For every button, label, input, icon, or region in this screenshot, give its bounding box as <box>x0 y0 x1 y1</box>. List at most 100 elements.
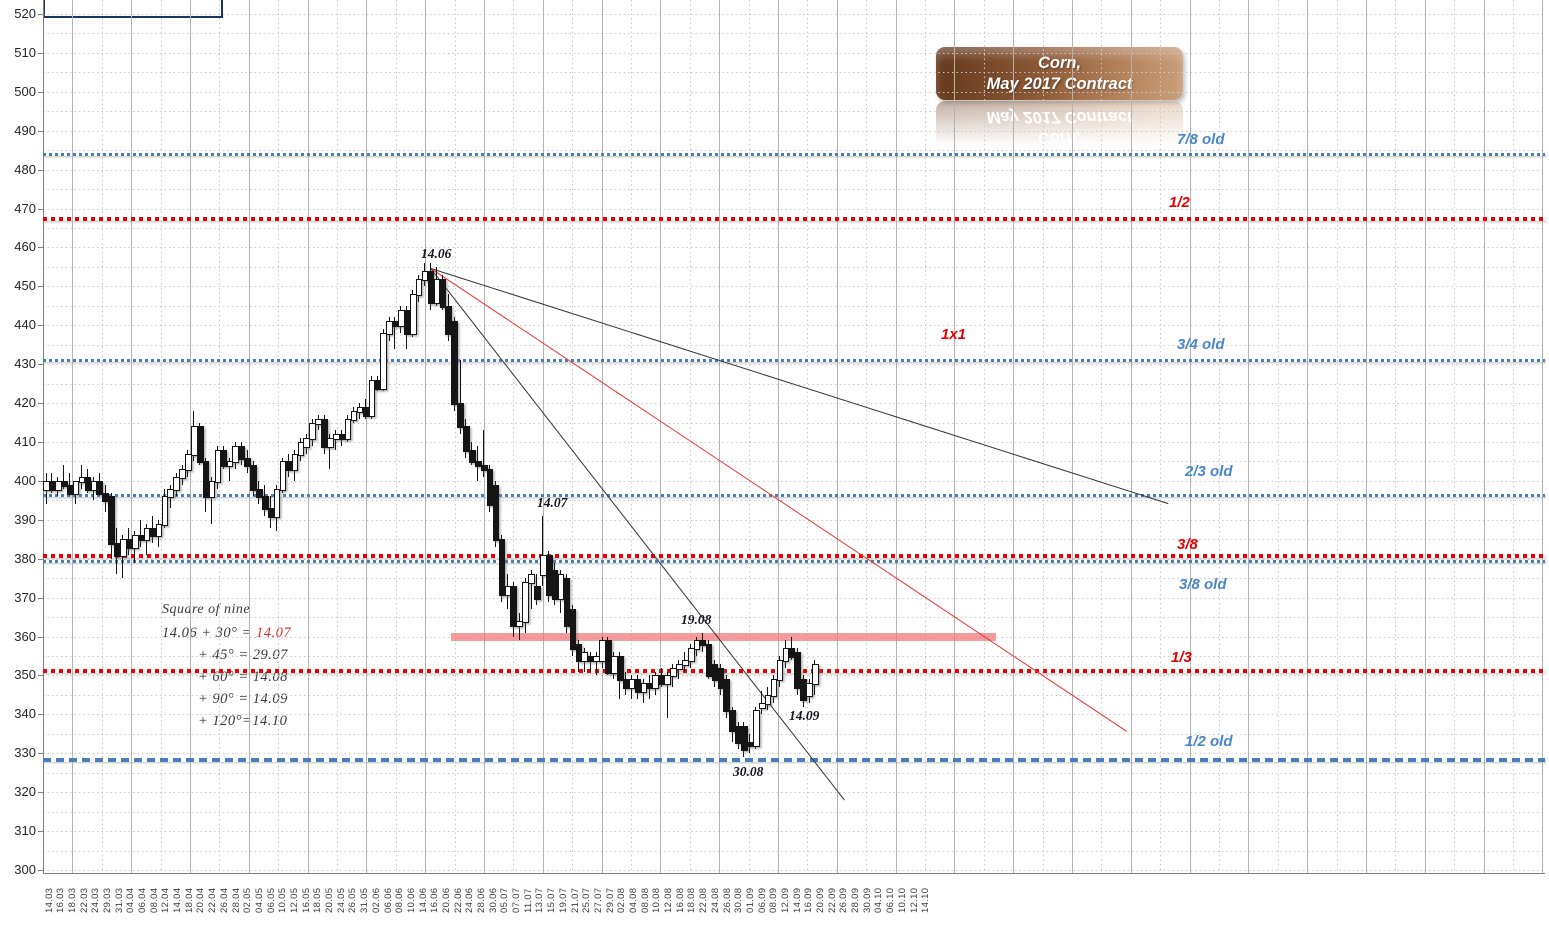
grid-line-vertical <box>1454 0 1456 873</box>
x-tick-label: 16.09 <box>803 887 815 913</box>
candlestick <box>676 663 683 670</box>
y-tick-mark <box>38 753 43 755</box>
chart-title-line2: May 2017 Contract <box>986 74 1133 93</box>
candlestick <box>108 496 115 546</box>
grid-line-horizontal <box>43 597 1545 599</box>
candlestick <box>451 321 458 406</box>
grid-line-vertical <box>778 0 779 873</box>
grid-line-vertical <box>1336 0 1338 873</box>
candlestick <box>309 422 316 441</box>
square-of-nine-row: + 90° = 14.09 <box>162 688 291 710</box>
y-tick-label: 450 <box>14 278 36 294</box>
candlestick <box>220 449 228 468</box>
grid-line-vertical <box>1483 0 1485 873</box>
grid-line-vertical <box>72 0 74 873</box>
grid-line-horizontal <box>43 811 1545 813</box>
candle-wick <box>140 519 142 548</box>
x-tick-label: 10.10 <box>896 887 908 913</box>
grid-line-horizontal <box>43 111 1545 113</box>
highlight-bar <box>451 632 996 641</box>
candlestick <box>474 461 482 468</box>
x-tick-label: 28.04 <box>230 887 242 913</box>
x-tick-label: 10.06 <box>405 887 417 913</box>
grid-line-horizontal <box>43 461 1545 463</box>
candlestick <box>167 488 174 499</box>
x-tick-label: 26.04 <box>218 887 230 913</box>
candle-wick <box>483 430 485 477</box>
y-tick-mark <box>38 480 43 482</box>
x-tick-label: 27.07 <box>592 887 604 913</box>
grid-line-vertical <box>836 0 838 873</box>
candlestick <box>380 333 387 390</box>
candlestick <box>297 441 305 456</box>
grid-line-vertical <box>1542 0 1544 873</box>
grid-line-vertical <box>895 0 897 873</box>
y-tick-mark <box>38 52 43 54</box>
x-tick-label: 16.03 <box>55 887 67 913</box>
y-tick-label: 480 <box>14 161 36 177</box>
x-tick-label: 13.07 <box>534 887 546 913</box>
x-tick-label: 05.07 <box>499 887 511 913</box>
grid-line-vertical <box>131 0 133 873</box>
grid-line-horizontal <box>43 286 1545 288</box>
candlestick <box>445 305 452 336</box>
candlestick <box>705 644 713 678</box>
grid-line-vertical <box>190 0 191 873</box>
y-tick-mark <box>38 14 43 15</box>
grid-line-vertical <box>1277 0 1279 873</box>
x-tick-label: 29.03 <box>101 887 113 913</box>
grid-line-horizontal <box>43 480 1545 482</box>
y-tick-label: 310 <box>14 823 36 839</box>
x-tick-label: 08.09 <box>768 887 780 913</box>
grid-line-horizontal <box>43 558 1545 560</box>
candlestick <box>244 457 251 468</box>
grid-line-vertical <box>1366 0 1367 873</box>
chart-title-reflection: Corn, May 2017 Contract <box>936 101 1183 154</box>
grid-line-horizontal <box>43 208 1545 210</box>
candlestick <box>687 648 695 662</box>
grid-line-horizontal <box>43 441 1545 443</box>
x-tick-label: 25.07 <box>581 887 593 913</box>
candlestick <box>741 726 748 752</box>
level-line-7-8-old <box>43 153 1545 157</box>
level-line-2-3-old <box>43 493 1545 497</box>
grid-line-vertical <box>1072 0 1073 873</box>
square-of-nine-highlight: 14.07 <box>256 625 292 641</box>
candle-wick <box>542 515 544 586</box>
grid-line-vertical <box>572 0 574 873</box>
candlestick <box>770 679 778 697</box>
candlestick <box>368 379 376 417</box>
x-tick-label: 02.05 <box>242 887 254 913</box>
x-tick-label: 26.08 <box>721 887 733 913</box>
x-tick-label: 30.06 <box>487 887 499 913</box>
y-tick-label: 410 <box>14 433 36 449</box>
grid-line-horizontal <box>43 519 1545 521</box>
x-tick-label: 20.04 <box>195 887 207 913</box>
grid-line-vertical <box>484 0 485 873</box>
grid-line-vertical <box>1042 0 1044 873</box>
grid-line-vertical <box>689 0 691 873</box>
candlestick <box>291 453 299 472</box>
grid-line-horizontal <box>43 169 1545 171</box>
grid-line-horizontal <box>43 130 1545 132</box>
x-tick-label: 02.08 <box>616 887 628 913</box>
x-tick-label: 04.10 <box>873 887 885 913</box>
candlestick <box>812 663 819 686</box>
candlestick <box>806 683 813 697</box>
y-tick-mark <box>38 831 43 833</box>
x-tick-label: 29.07 <box>604 887 616 913</box>
candlestick <box>185 453 192 472</box>
candlestick <box>516 620 523 627</box>
y-tick-mark <box>38 558 43 560</box>
x-tick-label: 28.06 <box>476 887 488 913</box>
x-tick-label: 14.09 <box>791 887 803 913</box>
candlestick <box>717 667 725 690</box>
grid-line-vertical <box>807 0 809 873</box>
candle-wick <box>228 457 230 481</box>
grid-line-horizontal <box>43 753 1545 755</box>
x-tick-label: 26.05 <box>347 887 359 913</box>
x-tick-label: 14.06 <box>417 887 429 913</box>
x-tick-label: 04.04 <box>125 887 137 913</box>
grid-line-vertical <box>395 0 397 873</box>
level-line-3-8 <box>43 553 1545 558</box>
